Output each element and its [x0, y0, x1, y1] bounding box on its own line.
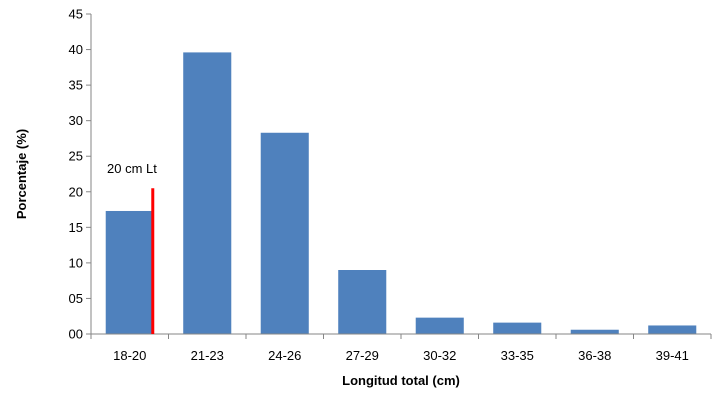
annotation-label: 20 cm Lt	[107, 161, 157, 176]
x-tick-label: 24-26	[268, 348, 301, 363]
x-tick-label: 39-41	[656, 348, 689, 363]
y-tick-label: 05	[69, 291, 83, 306]
x-tick-label: 21-23	[191, 348, 224, 363]
bar-24-26	[261, 133, 309, 334]
x-tick-label: 27-29	[346, 348, 379, 363]
y-tick-label: 10	[69, 255, 83, 270]
bar-27-29	[338, 270, 386, 334]
bar-21-23	[183, 52, 231, 334]
x-tick-label: 36-38	[578, 348, 611, 363]
y-tick-label: 30	[69, 113, 83, 128]
y-tick-label: 00	[69, 327, 83, 342]
y-tick-label: 40	[69, 42, 83, 57]
y-axis-title: Porcentaje (%)	[14, 129, 29, 219]
x-tick-label: 33-35	[501, 348, 534, 363]
y-tick-label: 20	[69, 184, 83, 199]
y-tick-label: 15	[69, 220, 83, 235]
bar-30-32	[416, 318, 464, 334]
bar-36-38	[571, 330, 619, 334]
y-tick-label: 25	[69, 149, 83, 164]
y-axis-ticks: 00 05 10 15 20 25 30 35 40 45	[69, 7, 91, 342]
x-axis-ticks: 18-20 21-23 24-26 27-29 30-32 33-35 36-38 39-41	[91, 334, 711, 363]
x-tick-label: 18-20	[113, 348, 146, 363]
bar-18-20	[106, 211, 154, 334]
bar-39-41	[648, 325, 696, 334]
x-tick-label: 30-32	[423, 348, 456, 363]
y-tick-label: 45	[69, 7, 83, 22]
x-axis-title: Longitud total (cm)	[342, 373, 460, 388]
bar-33-35	[493, 323, 541, 334]
bars	[106, 52, 697, 334]
y-tick-label: 35	[69, 78, 83, 93]
